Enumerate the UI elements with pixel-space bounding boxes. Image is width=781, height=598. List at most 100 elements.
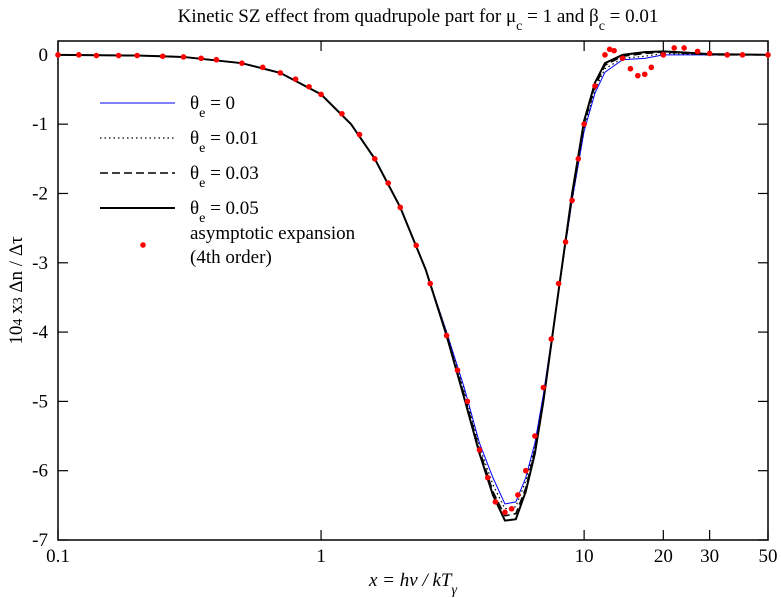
data-point [606,46,613,53]
x-tick-label: 10 [575,546,594,567]
subscript: c [599,19,605,34]
data-point [508,506,515,512]
subscript: e [199,106,205,121]
data-point [427,280,434,287]
x-tick-label: 30 [700,546,719,567]
data-point [292,76,299,82]
data-point [464,398,471,405]
data-point [413,242,420,249]
x-tick-label: 0.1 [46,546,70,567]
data-point [724,52,731,58]
data-point [555,280,562,287]
legend-label: (4th order) [190,247,272,268]
data-point [569,197,575,204]
legend-label: θe = 0.05 [190,198,259,226]
text-part: = 0.01 [605,6,658,27]
data-point [562,239,569,245]
text-part: = 1 and β [522,6,598,27]
chart-title: Kinetic SZ effect from quadrupole part f… [178,6,659,34]
text-part: = 0.05 [205,198,258,219]
data-point [641,71,648,78]
data-point [540,384,547,391]
data-point [581,121,587,127]
data-point [371,156,378,162]
data-point [397,204,404,211]
data-point [671,45,678,51]
data-point [706,50,713,57]
text-part: = 0.01 [205,128,258,149]
data-point [492,499,499,505]
data-point [339,110,345,117]
legend-label: θe = 0 [190,93,235,121]
y-tick-label: -2 [32,183,48,204]
y-axis-label: 104 x3 Δn / Δτ [6,236,27,345]
data-point [602,52,608,58]
subscript: e [199,211,205,226]
text-part: Kinetic SZ effect from quadrupole part f… [178,6,517,27]
data-point [660,52,667,58]
data-point [765,52,771,58]
x-tick-label: 1 [316,546,326,567]
data-point [635,72,641,79]
text-part: = 0.03 [205,163,258,184]
data-point [502,509,508,516]
data-point [648,64,655,71]
data-point [476,447,483,453]
text-part: Δn / Δτ [6,236,27,297]
subscript: γ [451,583,457,598]
data-point [619,55,626,62]
data-point [318,91,324,98]
data-point [611,47,617,54]
data-point [93,52,100,59]
data-point [532,433,538,439]
series-line [57,50,769,522]
legend-label: θe = 0.03 [190,163,259,191]
subscript: e [199,141,205,156]
data-point [548,336,555,342]
x-tick-label: 20 [654,546,673,567]
legend-label: asymptotic expansion [190,223,356,244]
text-part: θ [190,198,199,219]
plot-frame [57,40,769,541]
data-point [454,367,461,374]
data-point [259,64,266,71]
series-line [57,54,768,505]
data-point [180,54,187,60]
y-tick-label: 0 [39,45,49,66]
x-axis-label: x = hν / kTγ [368,570,457,598]
superscript: 4 [11,319,26,326]
data-point [575,156,582,162]
subscript: c [516,19,522,34]
data-point [443,332,450,339]
data-point [213,56,220,63]
data-point [76,52,82,58]
subscript: e [199,176,205,191]
y-tick-label: -3 [32,253,48,274]
series-line [57,51,768,517]
y-tick-label: -6 [32,461,48,482]
series-line [57,52,768,510]
text-part: 10 [6,326,27,345]
legend-label: θe = 0.01 [190,128,259,156]
data-point [115,52,122,59]
data-point [739,52,746,58]
text-part: x = hν / kT [368,570,453,591]
data-point [159,53,166,60]
data-point [694,48,701,55]
text-part: θ [190,163,199,184]
x-tick-label: 50 [759,546,778,567]
data-point [198,55,204,62]
data-point [55,52,61,58]
data-point [484,474,491,481]
data-point [592,83,598,89]
data-point [277,70,284,76]
text-part: x [6,304,27,319]
text-part: θ [190,93,199,114]
y-tick-label: -5 [32,391,48,412]
y-tick-label: -4 [32,322,48,343]
data-point [239,60,245,66]
legend-marker [140,242,146,248]
data-point [515,492,521,498]
y-tick-label: -1 [32,114,48,135]
